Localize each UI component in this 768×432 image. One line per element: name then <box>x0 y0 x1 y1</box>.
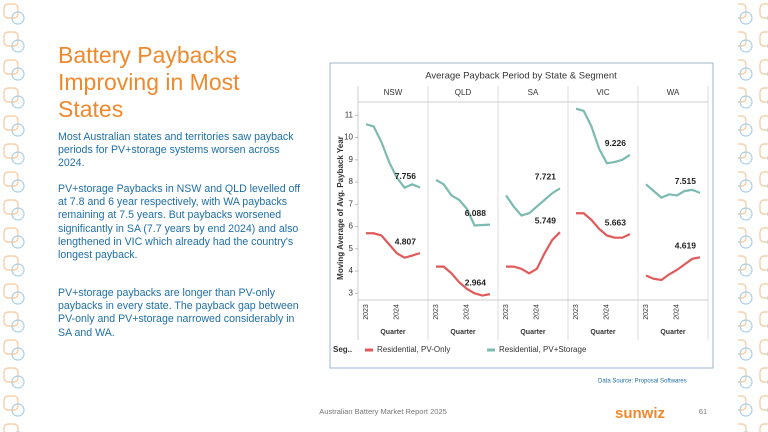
series-line <box>575 107 631 165</box>
source: Data Source: Proposal Softwares <box>598 379 687 385</box>
x-tick-label: 2024 <box>394 304 401 320</box>
paragraph: Most Australian states and territories s… <box>58 131 294 170</box>
title-line: Improving in Most <box>58 69 240 95</box>
x-tick-label: 2023 <box>503 304 510 320</box>
data-label: 7.721 <box>535 172 557 182</box>
x-axis-label: Quarter <box>450 329 476 336</box>
series-line <box>436 265 491 297</box>
series-line <box>435 178 491 227</box>
x-tick-label: 2023 <box>573 304 580 320</box>
panel-header: SA <box>528 88 539 97</box>
x-tick-label: 2024 <box>464 304 471 320</box>
paragraph: PV+storage Paybacks in NSW and QLD level… <box>58 183 301 262</box>
title-line: Battery Paybacks <box>58 42 237 68</box>
series-line <box>506 231 561 275</box>
series-line <box>366 232 421 259</box>
x-axis-label: Quarter <box>520 329 546 336</box>
data-label: 5.663 <box>605 217 627 227</box>
y-tick-label: 7 <box>349 199 354 208</box>
data-label: 7.756 <box>395 171 417 181</box>
data-label: 4.619 <box>675 241 697 251</box>
chart-title: Average Payback Period by State & Segmen… <box>425 71 617 82</box>
y-tick-label: 3 <box>349 288 354 297</box>
legend-title: Seg.. <box>333 345 352 354</box>
footer: Australian Battery Market Report 2025 <box>319 407 447 416</box>
slide-title: Battery Paybacks Improving in Most State… <box>58 42 240 123</box>
y-tick-label: 6 <box>349 222 354 231</box>
paragraph: PV+storage paybacks are longer than PV-o… <box>58 287 299 339</box>
x-tick-label: 2023 <box>363 304 370 320</box>
y-tick-label: 11 <box>345 110 354 119</box>
data-label: 5.749 <box>535 215 557 225</box>
data-label: 6.088 <box>465 208 487 218</box>
y-tick-label: 5 <box>349 244 354 253</box>
title-line: States <box>58 96 124 122</box>
panel-header: QLD <box>455 88 472 97</box>
series-line <box>505 187 561 217</box>
y-tick-label: 9 <box>349 155 354 164</box>
right-border <box>738 0 768 432</box>
left-border <box>0 0 30 432</box>
x-tick-label: 2024 <box>674 304 681 320</box>
legend-label: Residential, PV+Storage <box>499 345 587 354</box>
data-label: 7.515 <box>675 176 697 186</box>
legend-label: Residential, PV-Only <box>377 345 450 354</box>
x-tick-label: 2024 <box>534 304 541 320</box>
x-axis-label: Quarter <box>380 329 406 336</box>
panel-header: VIC <box>596 88 610 97</box>
data-label: 9.226 <box>605 138 627 148</box>
page-number: 61 <box>699 407 707 416</box>
panel-header: WA <box>667 88 680 97</box>
x-axis-label: Quarter <box>590 329 616 336</box>
x-tick-label: 2023 <box>643 304 650 320</box>
y-tick-label: 4 <box>349 266 354 275</box>
x-tick-label: 2023 <box>433 304 440 320</box>
series-line <box>576 212 631 239</box>
logo: sunwiz <box>615 405 665 422</box>
data-label: 2.964 <box>465 277 487 287</box>
data-label: 4.807 <box>395 236 417 246</box>
y-tick-label: 10 <box>344 133 353 142</box>
series-line <box>645 183 701 199</box>
series-line <box>645 256 701 282</box>
series-line <box>365 123 421 190</box>
x-axis-label: Quarter <box>660 329 686 336</box>
x-tick-label: 2024 <box>604 304 611 320</box>
y-axis-label: Moving Average of Avg. Payback Year <box>336 136 345 280</box>
y-tick-label: 8 <box>349 177 354 186</box>
panel-header: NSW <box>384 88 403 97</box>
